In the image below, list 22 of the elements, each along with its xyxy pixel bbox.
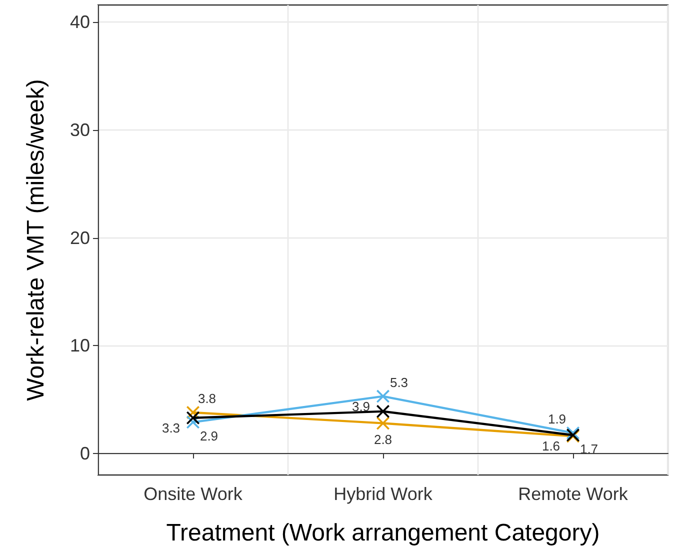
point	[376, 416, 390, 430]
y-tick-label: 30	[70, 120, 90, 140]
point	[376, 390, 390, 403]
y-tick-label: 40	[70, 12, 90, 32]
data-label: 1.9	[548, 411, 566, 426]
point	[376, 404, 390, 418]
y-tick-label: 20	[70, 228, 90, 248]
data-label: 3.8	[198, 390, 216, 406]
x-tick-label: Onsite Work	[144, 484, 244, 504]
x-tick-label: Hybrid Work	[334, 484, 434, 504]
point	[186, 411, 200, 424]
x-axis-title: Treatment (Work arrangement Category)	[166, 520, 600, 546]
data-label: 2.8	[374, 432, 392, 447]
data-label: 3.9	[352, 398, 370, 414]
data-label: 2.9	[200, 428, 218, 444]
data-label: 1.6	[542, 438, 560, 454]
y-axis-title: Work-relate VMT (miles/week)	[22, 79, 50, 401]
y-tick-label: 10	[70, 336, 90, 356]
y-tick-label: 0	[80, 443, 90, 464]
data-label: 5.3	[390, 374, 408, 390]
data-label: 3.3	[162, 420, 180, 436]
x-tick-label: Remote Work	[518, 484, 629, 504]
